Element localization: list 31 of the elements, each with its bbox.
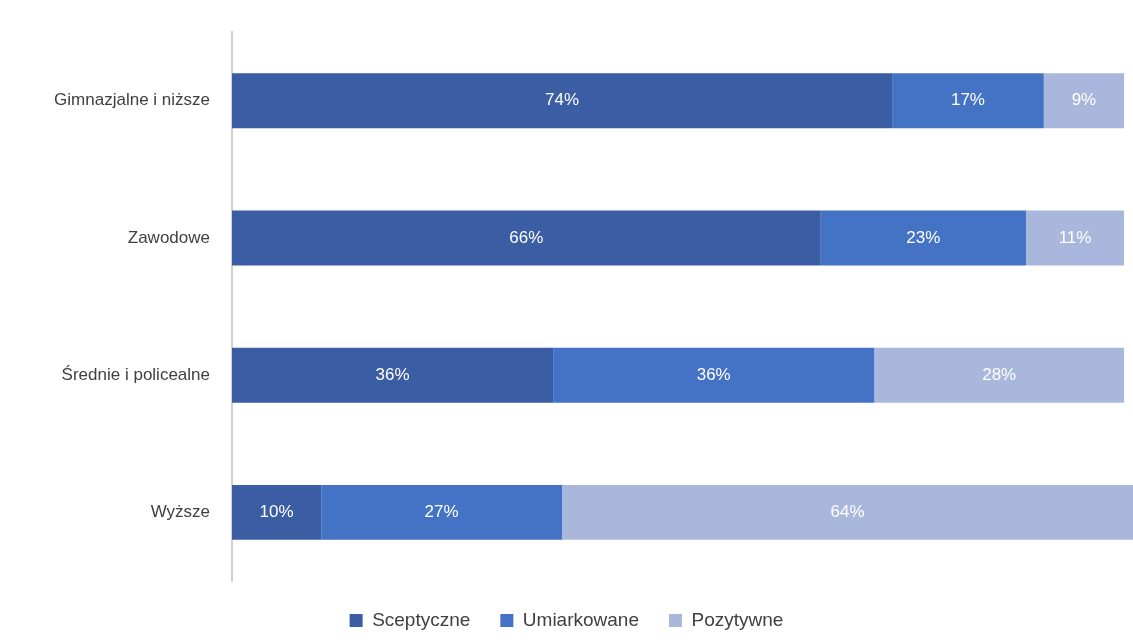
data-label: 66% [509, 227, 544, 247]
bar [232, 347, 554, 403]
legend-label: Umiarkowane [522, 608, 639, 630]
y-tick-label: Średnie i policealne [61, 364, 210, 384]
legend-label: Sceptyczne [372, 608, 471, 630]
data-label: 10% [259, 502, 294, 522]
y-tick-label: Gimnazjalne i niższe [54, 90, 210, 110]
bar [232, 73, 893, 129]
data-label: 9% [1071, 90, 1097, 110]
data-label: 64% [830, 502, 865, 522]
y-tick-label: Zawodowe [127, 227, 210, 247]
data-label: 36% [375, 364, 410, 384]
data-label: 28% [982, 364, 1017, 384]
legend-label: Pozytywne [691, 608, 784, 630]
bar [1025, 210, 1125, 266]
data-label: 17% [950, 90, 985, 110]
bar [321, 484, 563, 540]
bar [232, 484, 322, 540]
bar [562, 484, 1133, 540]
data-label: 74% [545, 90, 580, 110]
bar [1043, 73, 1125, 129]
bar [553, 347, 875, 403]
y-tick-label: Wyższe [150, 502, 210, 522]
data-label: 11% [1058, 227, 1092, 247]
data-label: 36% [696, 364, 731, 384]
bar [820, 210, 1026, 266]
data-label: 27% [424, 502, 459, 522]
bar [232, 210, 821, 266]
bar [874, 347, 1125, 403]
data-label: 23% [906, 227, 941, 247]
bar [892, 73, 1044, 129]
